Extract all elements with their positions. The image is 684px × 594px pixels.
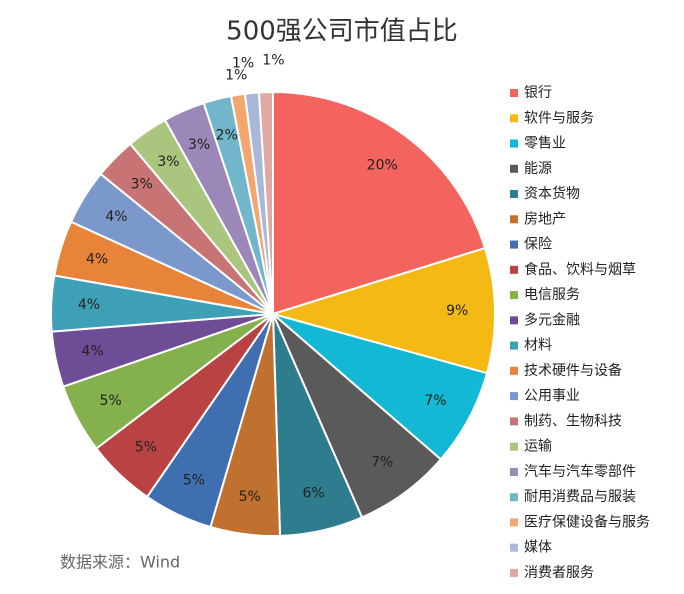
- legend-swatch: [510, 164, 518, 173]
- pie-slice: [269, 246, 496, 375]
- legend-swatch: [510, 366, 518, 375]
- legend-swatch: [510, 114, 518, 123]
- data-label: 7%: [371, 454, 393, 470]
- legend-swatch: [510, 467, 518, 476]
- legend-swatch: [510, 341, 518, 350]
- legend-label: 银行: [524, 85, 552, 101]
- legend-swatch: [510, 442, 518, 451]
- legend-label: 医疗保健设备与服务: [524, 513, 650, 530]
- legend-label: 耐用消费品与服装: [524, 489, 636, 505]
- legend-label: 保险: [524, 237, 552, 253]
- legend-swatch: [510, 568, 518, 577]
- legend-label: 媒体: [524, 540, 552, 556]
- legend-swatch: [510, 493, 518, 502]
- legend-label: 资本货物: [524, 185, 580, 202]
- legend-label: 汽车与汽车零部件: [524, 463, 636, 480]
- legend-label: 食品、饮料与烟草: [524, 261, 636, 278]
- legend-swatch: [510, 139, 518, 148]
- legend-label: 零售业: [524, 136, 566, 152]
- data-label: 5%: [135, 439, 157, 455]
- data-label: 1%: [225, 67, 247, 83]
- data-label: 3%: [131, 177, 153, 193]
- source-note: 数据来源：Wind: [60, 553, 180, 572]
- legend-swatch: [510, 316, 518, 325]
- data-label: 4%: [105, 209, 127, 225]
- data-label: 3%: [188, 137, 210, 153]
- legend-label: 消费者服务: [524, 565, 594, 581]
- legend-label: 多元金融: [524, 311, 580, 328]
- data-label: 1%: [262, 52, 284, 68]
- legend-swatch: [510, 240, 518, 249]
- data-label: 5%: [99, 393, 121, 409]
- data-label: 9%: [446, 303, 468, 319]
- pie-slice: [272, 90, 487, 316]
- legend-label: 公用事业: [524, 388, 580, 404]
- legend-label: 能源: [524, 161, 552, 177]
- legend-label: 材料: [524, 338, 552, 354]
- legend-swatch: [510, 215, 518, 224]
- data-label: 4%: [86, 251, 108, 267]
- data-label: 1%: [232, 55, 254, 71]
- legend-swatch: [510, 89, 518, 97]
- legend-swatch: [510, 265, 518, 274]
- legend-swatch: [510, 518, 518, 527]
- legend-label: 电信服务: [524, 287, 580, 303]
- data-label: 5%: [239, 489, 261, 505]
- legend-swatch: [510, 190, 518, 199]
- data-label: 2%: [216, 128, 238, 144]
- legend-label: 软件与服务: [524, 110, 594, 126]
- legend-swatch: [510, 291, 518, 300]
- legend-label: 技术硬件与设备: [524, 362, 622, 379]
- pie-slice: [257, 90, 274, 315]
- data-label: 3%: [157, 154, 179, 170]
- legend-label: 运输: [524, 439, 552, 455]
- data-label: 7%: [424, 393, 446, 409]
- data-label: 4%: [82, 344, 104, 360]
- data-label: 20%: [367, 158, 398, 174]
- data-label: 5%: [183, 472, 205, 488]
- legend-swatch: [510, 543, 518, 552]
- data-label: 4%: [78, 297, 100, 313]
- legend-label: 房地产: [524, 211, 566, 227]
- chart-title: 500强公司市值占比: [226, 17, 458, 47]
- data-label: 6%: [302, 486, 324, 502]
- legend-swatch: [510, 417, 518, 426]
- legend-swatch: [510, 392, 518, 401]
- legend-label: 制药、生物科技: [524, 413, 622, 429]
